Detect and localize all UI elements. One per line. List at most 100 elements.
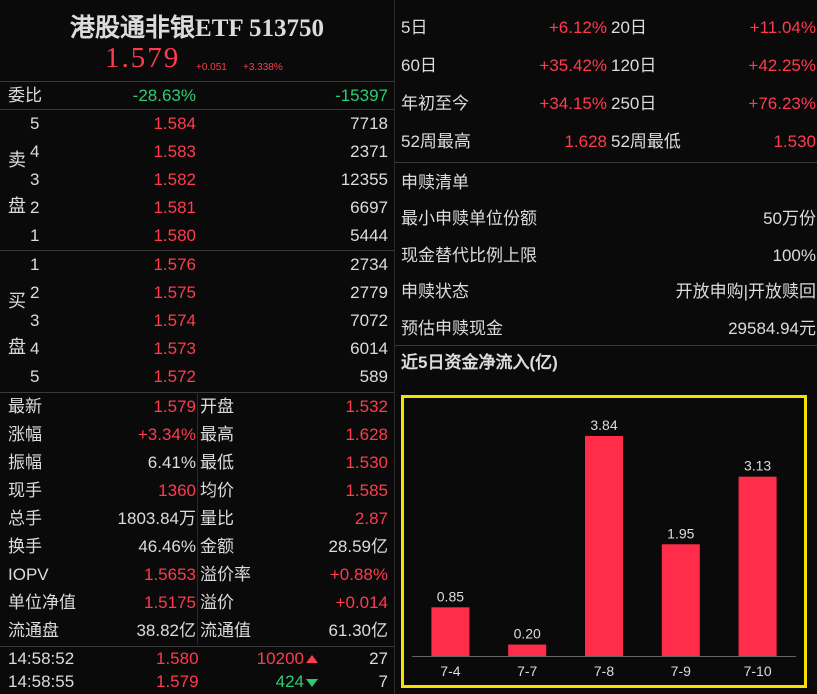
stat-value: 1.579	[153, 397, 196, 416]
stat-label: 溢价	[200, 593, 234, 612]
divider	[0, 646, 394, 647]
last-price: 1.579	[105, 42, 181, 74]
stat-value: 1803.84万	[117, 509, 196, 528]
chart-value-label: 0.20	[514, 626, 541, 642]
sell-level: 4	[30, 142, 40, 161]
divider	[197, 392, 198, 644]
order-book-panel: 港股通非银ETF 513750 1.579 +0.051 +3.338% 委比 …	[0, 0, 394, 694]
sell-volume: 2371	[350, 142, 388, 161]
stat-label: 换手	[8, 537, 42, 556]
redeem-row: 预估申赎现金 29584.94元	[395, 311, 817, 347]
trade-time: 14:58:55	[8, 672, 75, 691]
fund-flow-chart: 0.85 7-4 0.20 7-7 3.84 7-8 1.95 7-9 3.13 7-10	[401, 395, 807, 688]
stat-value: +0.88%	[329, 565, 388, 584]
redeem-value: 50万份	[763, 209, 816, 228]
price-change-pct: +3.338%	[243, 62, 283, 73]
stats-row: 现手 1360 均价 1.585	[0, 477, 394, 505]
buy-row: 4 1.573 6014	[0, 335, 394, 363]
trade-volume: 424	[275, 672, 304, 691]
sell-price: 1.582	[153, 170, 196, 189]
buy-level: 3	[30, 311, 40, 330]
sell-price: 1.584	[153, 114, 196, 133]
weibi-row: 委比 -28.63% -15397	[0, 82, 394, 110]
divider	[395, 345, 817, 346]
sell-row: 4 1.583 2371	[0, 138, 394, 166]
info-panel: 5日 +6.12% 20日 +11.04% 60日 +35.42% 120日 +42.25% 年…	[394, 0, 817, 694]
redeem-label: 申赎状态	[401, 282, 469, 301]
stat-label: 最低	[200, 453, 234, 472]
trade-count: 27	[369, 649, 388, 668]
chart-bar-7-4	[431, 607, 470, 656]
sell-level: 1	[30, 226, 40, 245]
stat-value: 1.628	[345, 425, 388, 444]
chart-bar-7-9	[661, 544, 700, 656]
trade-volume: 10200	[256, 649, 304, 668]
stat-label: 振幅	[8, 453, 42, 472]
buy-price: 1.576	[153, 255, 196, 274]
stat-label: 均价	[200, 481, 234, 500]
stat-label: 金额	[200, 537, 234, 556]
stats-row: 流通盘 38.82亿 流通值 61.30亿	[0, 617, 394, 645]
perf-label: 年初至今	[401, 94, 469, 113]
redeem-row: 申赎状态 开放申购|开放赎回	[395, 274, 817, 310]
perf-value: +42.25%	[748, 56, 816, 75]
sell-row: 5 1.584 7718	[0, 110, 394, 138]
sell-price: 1.583	[153, 142, 196, 161]
perf-label: 60日	[401, 56, 437, 75]
chart-bar-7-10	[738, 476, 777, 656]
perf-label: 52周最低	[611, 132, 681, 151]
sell-row: 2 1.581 6697	[0, 194, 394, 222]
stat-value: 61.30亿	[328, 621, 388, 640]
buy-row: 2 1.575 2779	[0, 279, 394, 307]
sell-level: 3	[30, 170, 40, 189]
fund-title: 港股通非银ETF 513750	[70, 15, 324, 42]
buy-volume: 2734	[350, 255, 388, 274]
sell-row: 3 1.582 12355	[0, 166, 394, 194]
redeem-label: 现金替代比例上限	[401, 245, 537, 265]
sell-level: 5	[30, 114, 40, 133]
stat-label: 现手	[8, 481, 42, 500]
chart-tick-label: 7-4	[440, 663, 460, 679]
buy-side-label-2: 盘	[8, 337, 26, 357]
perf-label: 5日	[401, 18, 428, 37]
perf-value: 1.628	[564, 132, 607, 151]
chart-title: 近5日资金净流入(亿)	[401, 353, 558, 372]
chart-value-label: 3.84	[590, 417, 617, 433]
buy-price: 1.572	[153, 367, 196, 386]
stat-value: +3.34%	[137, 425, 196, 444]
stat-value: +0.014	[335, 593, 388, 612]
buy-volume: 7072	[350, 311, 388, 330]
stats-row: 换手 46.46% 金额 28.59亿	[0, 533, 394, 561]
stat-value: 1.532	[345, 397, 388, 416]
stats-row: 涨幅 +3.34% 最高 1.628	[0, 421, 394, 449]
sell-volume: 5444	[350, 226, 388, 245]
buy-row: 5 1.572 589	[0, 363, 394, 391]
sell-volume: 6697	[350, 198, 388, 217]
divider	[0, 109, 394, 110]
stat-value: 1.5653	[144, 565, 196, 584]
sell-level: 2	[30, 198, 40, 217]
trade-volume-wrap: 424	[276, 670, 318, 693]
buy-price: 1.573	[153, 339, 196, 358]
stat-value: 38.82亿	[136, 621, 196, 640]
stats-row: 单位净值 1.5175 溢价 +0.014	[0, 589, 394, 617]
redeem-label: 最小申赎单位份额	[401, 209, 537, 228]
sell-price: 1.581	[153, 198, 196, 217]
buy-side-label: 买	[8, 291, 26, 311]
chart-bar-7-8	[585, 436, 623, 656]
divider	[395, 162, 817, 163]
chart-value-label: 0.85	[437, 588, 464, 604]
sell-volume: 12355	[340, 170, 388, 189]
redeem-value: 100%	[772, 245, 816, 265]
stat-label: 涨幅	[8, 425, 42, 444]
perf-value: 1.530	[773, 132, 816, 151]
sell-row: 1 1.580 5444	[0, 222, 394, 250]
buy-level: 4	[30, 339, 40, 358]
perf-label: 20日	[611, 18, 647, 37]
perf-value: +34.15%	[539, 94, 607, 113]
stat-label: 总手	[8, 509, 42, 528]
stat-label: IOPV	[8, 565, 49, 584]
buy-volume: 6014	[350, 339, 388, 358]
perf-row: 52周最高 1.628 52周最低 1.530	[395, 124, 817, 160]
buy-volume: 2779	[350, 283, 388, 302]
